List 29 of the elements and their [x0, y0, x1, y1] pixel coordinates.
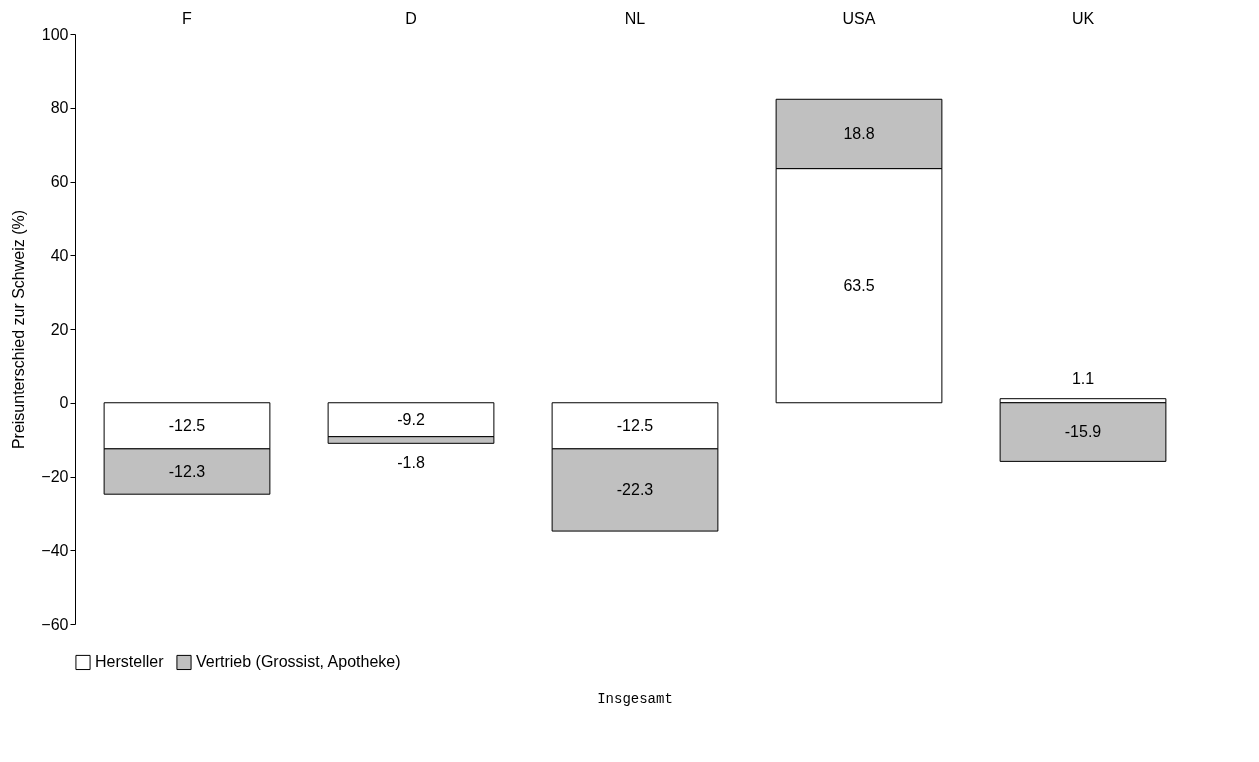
bar: [999, 402, 1167, 462]
y-tick-label: 80: [50, 99, 69, 117]
data-label: 18.8: [843, 124, 875, 142]
data-label: -12.3: [168, 462, 206, 480]
y-axis-title: Preisunterschied zur Schweiz (%): [10, 209, 28, 450]
data-label: -22.3: [616, 480, 654, 498]
data-label: 1.1: [1071, 369, 1095, 387]
y-tick-label: 20: [50, 320, 69, 338]
legend-label: Vertrieb (Grossist, Apotheke): [196, 653, 401, 671]
data-label: 63.5: [843, 276, 875, 294]
y-tick-label: −20: [41, 468, 69, 485]
text: Insgesamt: [597, 691, 673, 707]
y-tick-label: −60: [41, 615, 69, 633]
data-label: -1.8: [397, 454, 425, 472]
y-tick-label: −40: [41, 541, 69, 559]
legend-label: Hersteller: [95, 653, 165, 671]
x-tick-label: D: [405, 9, 417, 27]
data-label: -9.2: [397, 410, 425, 428]
y-tick-label: 60: [50, 173, 69, 190]
data-label: -12.5: [168, 416, 206, 434]
data-label: -15.9: [1064, 423, 1102, 441]
y-tick-label: 0: [59, 394, 69, 412]
x-tick-label: NL: [624, 9, 646, 27]
data-label: -12.5: [616, 416, 654, 434]
y-tick-label: 40: [50, 246, 69, 264]
y-tick-label: 100: [41, 25, 69, 43]
x-tick-label: USA: [842, 9, 876, 27]
x-tick-label: F: [182, 9, 193, 27]
x-tick-label: UK: [1071, 9, 1095, 27]
